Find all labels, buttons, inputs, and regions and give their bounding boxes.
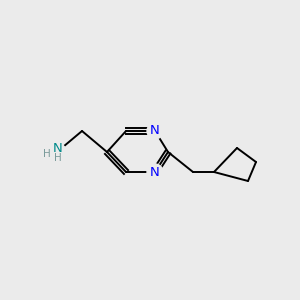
Circle shape bbox=[147, 164, 163, 180]
Text: H: H bbox=[54, 153, 62, 163]
Text: N: N bbox=[53, 142, 63, 154]
Text: N: N bbox=[150, 166, 160, 178]
Text: H: H bbox=[43, 149, 51, 159]
Circle shape bbox=[48, 143, 66, 161]
Circle shape bbox=[147, 123, 163, 139]
Text: N: N bbox=[150, 124, 160, 137]
